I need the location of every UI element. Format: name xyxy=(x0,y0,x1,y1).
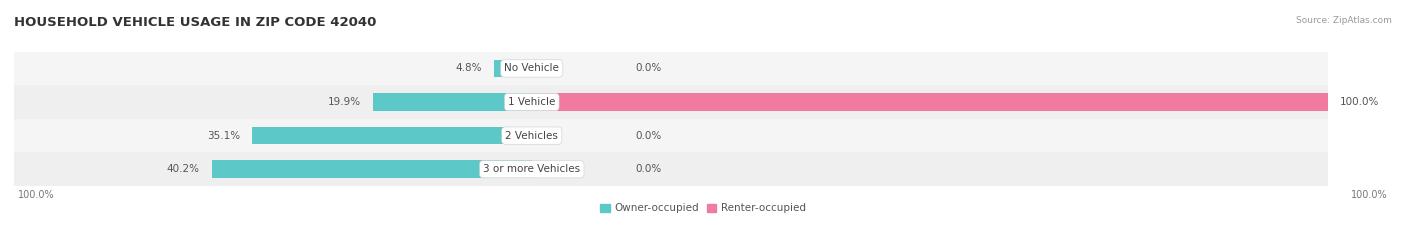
Bar xyxy=(373,93,531,111)
Bar xyxy=(0,119,1329,152)
Text: No Vehicle: No Vehicle xyxy=(505,63,560,73)
Text: 100.0%: 100.0% xyxy=(18,190,55,200)
Text: 100.0%: 100.0% xyxy=(1351,190,1388,200)
Bar xyxy=(0,85,1329,119)
Bar xyxy=(252,127,531,144)
Bar xyxy=(0,52,1329,85)
Text: HOUSEHOLD VEHICLE USAGE IN ZIP CODE 42040: HOUSEHOLD VEHICLE USAGE IN ZIP CODE 4204… xyxy=(14,16,377,29)
Text: 0.0%: 0.0% xyxy=(636,63,662,73)
Text: 19.9%: 19.9% xyxy=(328,97,361,107)
Text: Source: ZipAtlas.com: Source: ZipAtlas.com xyxy=(1296,16,1392,25)
Text: 1 Vehicle: 1 Vehicle xyxy=(508,97,555,107)
Text: 100.0%: 100.0% xyxy=(1340,97,1379,107)
Text: 2 Vehicles: 2 Vehicles xyxy=(505,131,558,141)
Text: 35.1%: 35.1% xyxy=(207,131,240,141)
Bar xyxy=(211,161,531,178)
Text: 4.8%: 4.8% xyxy=(456,63,482,73)
Bar xyxy=(0,152,1329,186)
Text: 0.0%: 0.0% xyxy=(636,131,662,141)
Bar xyxy=(494,60,531,77)
Legend: Owner-occupied, Renter-occupied: Owner-occupied, Renter-occupied xyxy=(596,199,810,218)
Text: 3 or more Vehicles: 3 or more Vehicles xyxy=(484,164,581,174)
Text: 0.0%: 0.0% xyxy=(636,164,662,174)
Bar xyxy=(531,93,1329,111)
Text: 40.2%: 40.2% xyxy=(167,164,200,174)
